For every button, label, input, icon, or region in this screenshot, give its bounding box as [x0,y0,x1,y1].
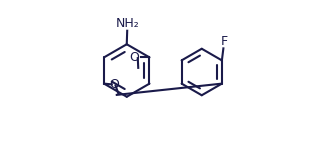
Text: O: O [129,51,139,64]
Text: methoxy: methoxy [0,149,1,150]
Text: methoxy: methoxy [0,149,1,150]
Text: methoxy: methoxy [0,149,1,150]
Text: NH₂: NH₂ [116,17,139,30]
Text: O: O [109,78,119,91]
Text: methoxy: methoxy [0,149,1,150]
Text: F: F [221,35,228,48]
